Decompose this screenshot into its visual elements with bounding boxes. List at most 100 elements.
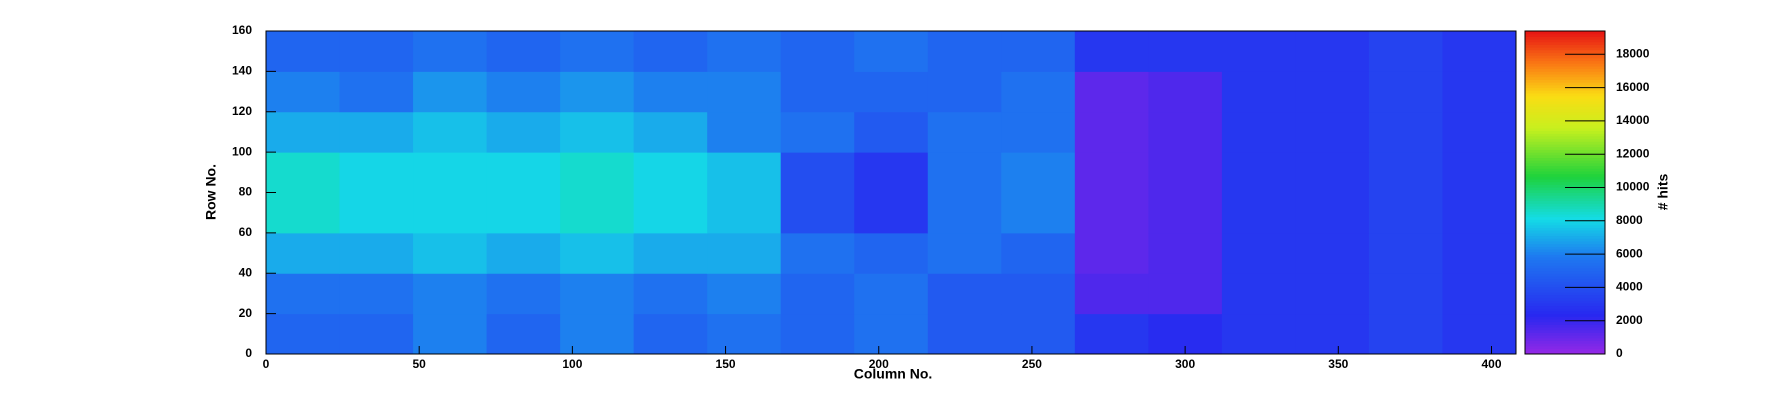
- heatmap-cell: [707, 313, 782, 355]
- heatmap-cell: [854, 313, 929, 355]
- colorbar-swatch: [1525, 181, 1605, 185]
- colorbar-swatch: [1525, 63, 1605, 67]
- colorbar-swatch: [1525, 329, 1605, 333]
- heatmap-cell: [927, 273, 1002, 315]
- colorbar-swatch: [1525, 205, 1605, 210]
- colorbar-swatch: [1525, 47, 1605, 51]
- heatmap-cell: [707, 232, 782, 274]
- heatmap-cell: [413, 152, 488, 193]
- heatmap-cell: [1295, 31, 1370, 72]
- heatmap-cell: [1001, 273, 1076, 315]
- heatmap-cell: [780, 273, 855, 315]
- y-tick-label: 0: [245, 346, 252, 360]
- heatmap-cell: [413, 273, 488, 315]
- colorbar-swatch: [1525, 36, 1605, 40]
- colorbar-swatch: [1525, 39, 1605, 43]
- heatmap-cell: [1442, 192, 1517, 234]
- heatmap-cell: [1001, 71, 1076, 113]
- x-axis-label: Column No.: [854, 366, 933, 382]
- colorbar-swatch: [1525, 211, 1605, 215]
- colorbar-swatch: [1525, 316, 1605, 320]
- colorbar-swatch: [1525, 119, 1605, 124]
- heatmap-cell: [1221, 232, 1296, 274]
- heatmap-cell: [780, 31, 855, 72]
- z-tick-label: 4000: [1616, 280, 1643, 294]
- colorbar-swatch: [1525, 284, 1605, 288]
- heatmap-cell: [927, 232, 1002, 274]
- heatmap-cell: [633, 192, 708, 234]
- colorbar-swatch: [1525, 321, 1605, 325]
- heatmap-cell: [1074, 192, 1149, 234]
- colorbar-swatch: [1525, 324, 1605, 328]
- heatmap-cell: [339, 152, 414, 193]
- colorbar-swatch: [1525, 176, 1605, 180]
- colorbar-swatch: [1525, 275, 1605, 280]
- heatmap-cell: [633, 232, 708, 274]
- colorbar-swatch: [1525, 335, 1605, 339]
- colorbar-swatch: [1525, 340, 1605, 344]
- heatmap-cell: [1368, 313, 1443, 355]
- colorbar-swatch: [1525, 302, 1605, 307]
- y-tick-label: 60: [239, 225, 253, 239]
- x-tick-label: 400: [1481, 357, 1501, 371]
- colorbar-swatch: [1525, 33, 1605, 37]
- heatmap-cell: [486, 192, 561, 234]
- heatmap-cell: [1001, 192, 1076, 234]
- colorbar-swatch: [1525, 238, 1605, 242]
- colorbar-swatch: [1525, 55, 1605, 59]
- heatmap-cell: [339, 192, 414, 234]
- heatmap-cell: [1221, 273, 1296, 315]
- heatmap-cell: [339, 31, 414, 72]
- heatmap-cell: [266, 31, 341, 72]
- colorbar-swatch: [1525, 138, 1605, 142]
- x-tick-label: 200: [869, 357, 889, 371]
- heatmap-cell: [266, 313, 341, 355]
- heatmap-cell: [1221, 111, 1296, 153]
- heatmap-cell: [1001, 152, 1076, 193]
- colorbar-swatch: [1525, 65, 1605, 70]
- colorbar-swatch: [1525, 189, 1605, 193]
- y-tick-label: 40: [239, 265, 253, 279]
- heatmap-cell: [927, 71, 1002, 113]
- heatmap-cell: [780, 313, 855, 355]
- heatmap-cell: [486, 152, 561, 193]
- colorbar-swatch: [1525, 308, 1605, 312]
- heatmap-cell: [560, 232, 635, 274]
- heatmap-cell: [1295, 313, 1370, 355]
- heatmap-cell: [1368, 111, 1443, 153]
- y-tick-label: 160: [232, 23, 252, 37]
- heatmap-cell: [1295, 232, 1370, 274]
- colorbar-swatch: [1525, 337, 1605, 342]
- colorbar-swatch: [1525, 246, 1605, 250]
- heatmap-cell: [266, 232, 341, 274]
- colorbar-swatch: [1525, 135, 1605, 140]
- colorbar-swatch: [1525, 130, 1605, 134]
- colorbar-swatch: [1525, 227, 1605, 231]
- y-tick-label: 100: [232, 144, 252, 158]
- colorbar-swatch: [1525, 68, 1605, 72]
- heatmap-cell: [413, 71, 488, 113]
- heatmap-cell: [633, 313, 708, 355]
- heatmap-cell: [266, 111, 341, 153]
- heatmap-cell: [1221, 152, 1296, 193]
- z-axis-label: # hits: [1655, 174, 1671, 211]
- colorbar-swatch: [1525, 214, 1605, 218]
- z-tick-label: 18000: [1616, 46, 1650, 60]
- colorbar-swatch: [1525, 222, 1605, 226]
- colorbar-swatch: [1525, 187, 1605, 191]
- heatmap-cell: [413, 232, 488, 274]
- colorbar-swatch: [1525, 111, 1605, 115]
- heatmap-cell: [633, 273, 708, 315]
- colorbar-swatch: [1525, 144, 1605, 148]
- y-tick-label: 120: [232, 104, 252, 118]
- heatmap-cell: [1221, 313, 1296, 355]
- heatmap-cell: [1295, 273, 1370, 315]
- colorbar-swatch: [1525, 184, 1605, 188]
- heatmap-cell: [486, 111, 561, 153]
- colorbar-swatch: [1525, 262, 1605, 266]
- heatmap-cell: [927, 313, 1002, 355]
- colorbar-swatch: [1525, 267, 1605, 272]
- heatmap-cell: [266, 71, 341, 113]
- heatmap-cell: [413, 31, 488, 72]
- colorbar-swatch: [1525, 82, 1605, 86]
